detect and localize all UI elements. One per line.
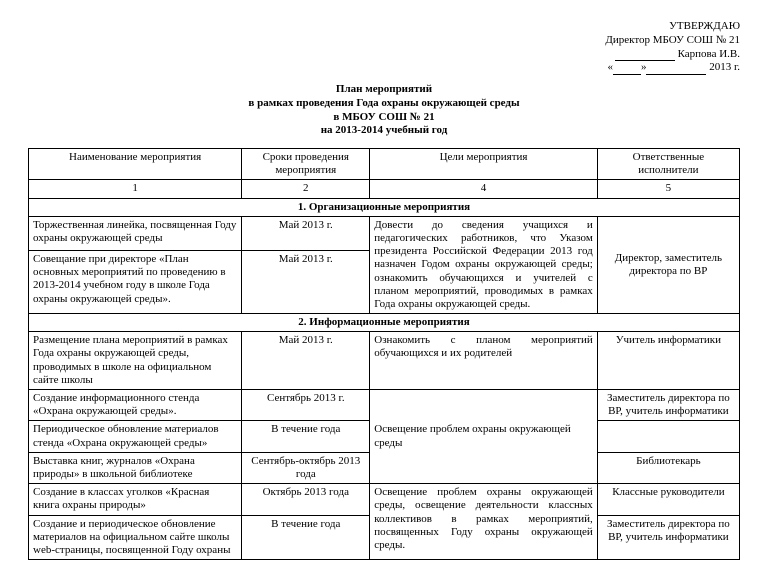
s2r1-name: Размещение плана мероприятий в рамках Го… xyxy=(29,332,242,390)
s2r2-resp: Заместитель директора по ВР, учитель инф… xyxy=(597,390,739,421)
table-row: Размещение плана мероприятий в рамках Го… xyxy=(29,332,740,390)
approve-label: УТВЕРЖДАЮ xyxy=(28,20,740,34)
approve-name-line: Карпова И.В. xyxy=(28,48,740,62)
section-1-title: 1. Организационные мероприятия xyxy=(29,198,740,216)
s2r4-date: Сентябрь-октябрь 2013 года xyxy=(242,452,370,483)
table-header-row: Наименование мероприятия Сроки проведени… xyxy=(29,149,740,180)
s2r1-goal: Ознакомить с планом мероприятий обучающи… xyxy=(370,332,598,390)
title-line-3: в МБОУ СОШ № 21 xyxy=(28,111,740,125)
table-row: Торжественная линейка, посвященная Году … xyxy=(29,216,740,250)
header-resp: Ответственные исполнители xyxy=(597,149,739,180)
num-3: 4 xyxy=(370,180,598,198)
s1r2-date: Май 2013 г. xyxy=(242,251,370,314)
s1-goal: Довести до сведения учащихся и педагогич… xyxy=(370,216,598,313)
num-2: 2 xyxy=(242,180,370,198)
s1-resp: Директор, заместитель директора по ВР xyxy=(597,216,739,313)
section-2-title: 2. Информационные мероприятия xyxy=(29,314,740,332)
s2r5-name: Создание в классах уголков «Красная книг… xyxy=(29,484,242,515)
s2r3-name: Периодическое обновление материалов стен… xyxy=(29,421,242,452)
approve-name: Карпова И.В. xyxy=(678,48,740,60)
section-1-header: 1. Организационные мероприятия xyxy=(29,198,740,216)
num-4: 5 xyxy=(597,180,739,198)
num-1: 1 xyxy=(29,180,242,198)
s1r1-name: Торжественная линейка, посвященная Году … xyxy=(29,216,242,250)
day-slot xyxy=(613,63,641,75)
s2r5-date: Октябрь 2013 года xyxy=(242,484,370,515)
header-name: Наименование мероприятия xyxy=(29,149,242,180)
approval-block: УТВЕРЖДАЮ Директор МБОУ СОШ № 21 Карпова… xyxy=(28,20,740,75)
s2r3-resp xyxy=(597,421,739,452)
s2r4-resp: Библиотекарь xyxy=(597,452,739,483)
header-goal: Цели мероприятия xyxy=(370,149,598,180)
s2r1-date: Май 2013 г. xyxy=(242,332,370,390)
s2r4-name: Выставка книг, журналов «Охрана природы»… xyxy=(29,452,242,483)
s2r2-date: Сентябрь 2013 г. xyxy=(242,390,370,421)
header-date: Сроки проведения мероприятия xyxy=(242,149,370,180)
title-line-4: на 2013-2014 учебный год xyxy=(28,124,740,138)
s2r6-name: Создание и периодическое обновление мате… xyxy=(29,515,242,560)
signature-slot xyxy=(615,49,675,61)
s2-goal56: Освещение проблем охраны окружающей сред… xyxy=(370,484,598,560)
s1r2-name: Совещание при директоре «План основных м… xyxy=(29,251,242,314)
month-slot xyxy=(646,63,706,75)
s2r1-resp: Учитель информатики xyxy=(597,332,739,390)
s2r6-date: В течение года xyxy=(242,515,370,560)
approve-date-line: «» 2013 г. xyxy=(28,61,740,75)
table-number-row: 1 2 4 5 xyxy=(29,180,740,198)
approve-year: 2013 г. xyxy=(709,61,740,73)
s1r1-date: Май 2013 г. xyxy=(242,216,370,250)
s2r3-date: В течение года xyxy=(242,421,370,452)
section-2-header: 2. Информационные мероприятия xyxy=(29,314,740,332)
table-row: Создание информационного стенда «Охрана … xyxy=(29,390,740,421)
s2r2-name: Создание информационного стенда «Охрана … xyxy=(29,390,242,421)
document-title: План мероприятий в рамках проведения Год… xyxy=(28,83,740,138)
table-row: Создание в классах уголков «Красная книг… xyxy=(29,484,740,515)
s2r5-resp: Классные руководители xyxy=(597,484,739,515)
s2-goal234: Освещение проблем охраны окружающей сред… xyxy=(370,390,598,484)
approve-director: Директор МБОУ СОШ № 21 xyxy=(28,34,740,48)
title-line-2: в рамках проведения Года охраны окружающ… xyxy=(28,97,740,111)
s2r6-resp: Заместитель директора по ВР, учитель инф… xyxy=(597,515,739,560)
title-line-1: План мероприятий xyxy=(28,83,740,97)
plan-table: Наименование мероприятия Сроки проведени… xyxy=(28,148,740,560)
